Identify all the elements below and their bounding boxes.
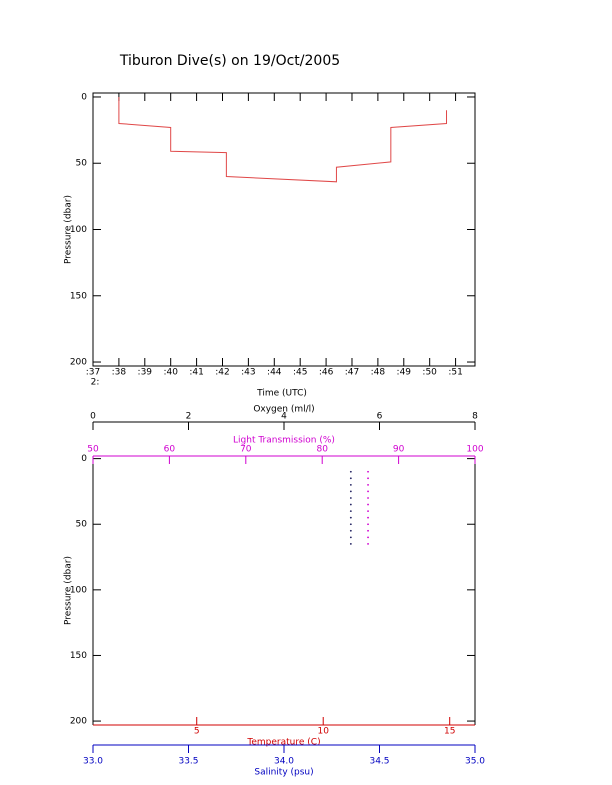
- x-tick-label: :45: [293, 368, 307, 378]
- x-tick-label: :41: [189, 368, 203, 378]
- y-tick-label: 200: [70, 358, 87, 368]
- data-point: [349, 510, 352, 513]
- data-point: [367, 510, 369, 513]
- x-tick-label: 33.0: [83, 757, 103, 767]
- y-tick-label: 50: [76, 159, 88, 169]
- x-tick-label: 60: [164, 445, 176, 455]
- data-point: [349, 477, 352, 480]
- data-point: [367, 483, 369, 486]
- x-tick-label: :39: [138, 368, 153, 378]
- x-tick-label: 50: [87, 445, 99, 455]
- data-point: [367, 516, 369, 519]
- x-tick-label: 8: [472, 412, 478, 422]
- depth-line: [118, 96, 448, 183]
- data-point: [349, 523, 352, 526]
- data-point: [367, 536, 369, 539]
- x-tick-label: 5: [194, 727, 200, 737]
- y-axis-label: Pressure (dbar): [64, 556, 74, 625]
- data-point: [367, 470, 369, 473]
- data-point: [367, 477, 369, 480]
- x-tick-label: 34.5: [369, 757, 389, 767]
- data-point: [349, 470, 352, 473]
- plot-frame: [92, 92, 476, 367]
- data-point: [367, 523, 369, 526]
- x-tick-label: 35.0: [465, 757, 485, 767]
- y-axis-label: Pressure (dbar): [64, 195, 74, 264]
- x-tick-label: 33.5: [178, 757, 198, 767]
- x-axis-label: Salinity (psu): [254, 768, 313, 778]
- data-point: [349, 483, 352, 486]
- x-axis-label: Oxygen (ml/l): [253, 405, 314, 415]
- x-tick-label: :40: [163, 368, 178, 378]
- x-tick-label: 80: [316, 445, 328, 455]
- x-axis-label: Light Transmission (%): [233, 436, 335, 446]
- x-axis-label: Time (UTC): [256, 389, 307, 399]
- x-tick-label: :49: [397, 368, 412, 378]
- x-tick-label: :38: [112, 368, 127, 378]
- x-tick-label: 2: [186, 412, 192, 422]
- x-tick-label: :51: [448, 368, 462, 378]
- y-tick-label: 0: [81, 454, 87, 464]
- data-point: [367, 529, 369, 532]
- y-tick-label: 150: [70, 651, 87, 661]
- x-tick-label: :46: [319, 368, 334, 378]
- x-tick-label: :44: [267, 368, 282, 378]
- data-point: [367, 543, 369, 545]
- data-point: [349, 503, 352, 506]
- y-tick-label: 100: [70, 225, 87, 235]
- x-tick-label: 70: [240, 445, 252, 455]
- data-point: [367, 490, 369, 493]
- x-tick-label: 34.0: [274, 757, 294, 767]
- y-tick-label: 100: [70, 585, 87, 595]
- x-axis-label: Temperature (C): [246, 738, 320, 748]
- x-tick-label: :47: [345, 368, 359, 378]
- data-point: [349, 490, 352, 493]
- data-point: [349, 536, 352, 539]
- y-tick-label: 150: [70, 291, 87, 301]
- y-tick-label: 0: [81, 92, 87, 102]
- x-tick-label: 6: [377, 412, 383, 422]
- data-point: [367, 503, 369, 506]
- x-tick-label: 15: [444, 727, 455, 737]
- x-tick-label: :48: [371, 368, 386, 378]
- y-tick-label: 200: [70, 717, 87, 727]
- x-tick-label: :50: [422, 368, 437, 378]
- x-tick-label: :42: [215, 368, 229, 378]
- data-point: [367, 497, 369, 499]
- chart-title: Tiburon Dive(s) on 19/Oct/2005: [119, 53, 340, 69]
- x-tick-label: 90: [393, 445, 405, 455]
- annotation: 2:: [91, 378, 100, 388]
- x-tick-label: :37: [86, 368, 100, 378]
- data-point: [349, 516, 352, 519]
- x-tick-label: 4: [281, 412, 287, 422]
- x-tick-label: :43: [241, 368, 255, 378]
- data-point: [349, 529, 352, 532]
- data-point: [349, 497, 352, 499]
- x-tick-label: 10: [317, 727, 329, 737]
- x-tick-label: 100: [466, 445, 483, 455]
- y-tick-label: 50: [76, 520, 88, 530]
- x-tick-label: 0: [90, 412, 96, 422]
- data-point: [349, 543, 352, 545]
